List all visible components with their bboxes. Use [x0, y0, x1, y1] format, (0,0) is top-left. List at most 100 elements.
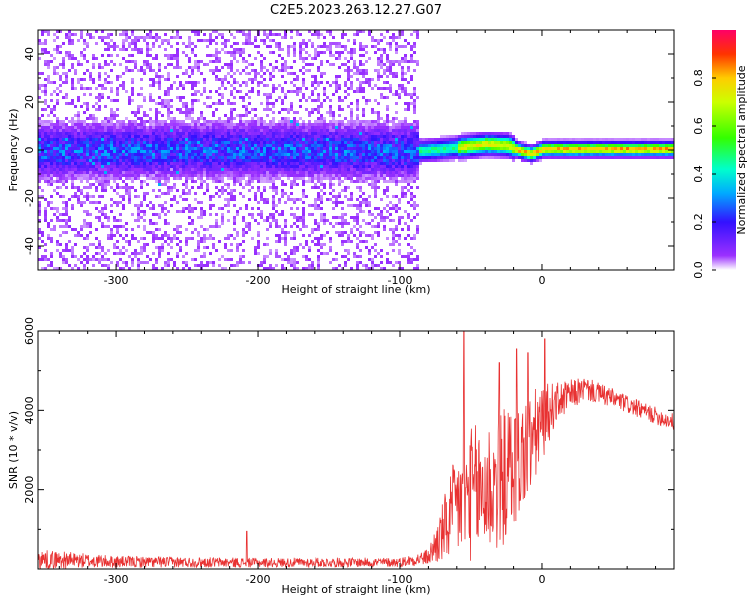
spectrogram-cell — [266, 33, 269, 36]
spectrogram-cell — [272, 180, 275, 183]
spectrogram-cell — [248, 213, 251, 216]
spectrogram-cell — [275, 177, 278, 180]
spectrogram-cell — [335, 126, 338, 129]
spectrogram-cell — [116, 150, 119, 153]
spectrogram-cell — [347, 144, 350, 147]
spectrogram-cell — [74, 132, 77, 135]
spectrogram-cell — [275, 129, 278, 132]
spectrogram-cell — [224, 237, 227, 240]
spectrogram-cell — [89, 114, 92, 117]
spectrogram-cell — [350, 75, 353, 78]
spectrogram-cell — [215, 132, 218, 135]
spectrogram-cell — [161, 246, 164, 249]
spectrogram-cell — [230, 108, 233, 111]
spectrogram-cell — [191, 30, 194, 33]
spectrogram-cell — [155, 129, 158, 132]
spectrogram-cell — [380, 255, 383, 258]
spectrogram-cell — [356, 264, 359, 267]
spectrogram-cell — [266, 45, 269, 48]
spectrogram-cell — [71, 195, 74, 198]
spectrogram-cell — [389, 66, 392, 69]
spectrogram-cell — [395, 135, 398, 138]
spectrogram-cell — [356, 261, 359, 264]
spectrogram-cell — [200, 144, 203, 147]
spectrogram-cell — [146, 60, 149, 63]
spectrogram-cell — [41, 30, 44, 33]
spectrogram-cell — [392, 63, 395, 66]
spectrogram-cell — [260, 162, 263, 165]
spectrogram-cell — [251, 165, 254, 168]
spectrogram-cell — [110, 108, 113, 111]
spectrogram-cell — [89, 183, 92, 186]
spectrogram-cell — [92, 129, 95, 132]
spectrogram-cell — [278, 150, 281, 153]
spectrogram-cell — [239, 258, 242, 261]
spectrogram-cell — [257, 189, 260, 192]
spectrogram-cell — [65, 93, 68, 96]
spectrogram-cell — [323, 213, 326, 216]
spectrogram-cell — [191, 87, 194, 90]
spectrogram-cell — [245, 174, 248, 177]
spectrogram-cell — [350, 102, 353, 105]
spectrogram-cell — [350, 114, 353, 117]
spectrogram-cell — [83, 267, 86, 270]
spectrogram-cell — [374, 147, 377, 150]
spectrogram-cell — [131, 30, 134, 33]
spectrogram-cell — [119, 174, 122, 177]
spectrogram-cell — [176, 57, 179, 60]
spectrogram-cell — [86, 69, 89, 72]
spectrogram-cell — [113, 159, 116, 162]
spectrogram-cell — [173, 66, 176, 69]
spectrogram-cell — [341, 267, 344, 270]
spectrogram-cell — [254, 252, 257, 255]
spectrogram-cell — [332, 126, 335, 129]
spectrogram-cell — [158, 255, 161, 258]
spectrogram-cell — [335, 231, 338, 234]
spectrogram-cell — [86, 237, 89, 240]
spectrogram-cell — [266, 99, 269, 102]
spectrogram-cell — [263, 42, 266, 45]
spectrogram-cell — [353, 63, 356, 66]
spectrogram-cell — [77, 96, 80, 99]
spectrogram-cell — [344, 156, 347, 159]
spectrogram-cell — [188, 108, 191, 111]
spectrogram-cell — [116, 159, 119, 162]
spectrogram-cell — [92, 156, 95, 159]
spectrogram-cell — [56, 30, 59, 33]
spectrogram-cell — [326, 138, 329, 141]
spectrogram-cell — [83, 168, 86, 171]
spectrogram-cell — [329, 126, 332, 129]
spectrogram-cell — [197, 153, 200, 156]
spectrogram-cell — [62, 162, 65, 165]
spectrogram-cell — [344, 63, 347, 66]
spectrogram-cell — [350, 171, 353, 174]
spectrogram-cell — [95, 57, 98, 60]
spectrogram-cell — [341, 207, 344, 210]
spectrogram-cell — [74, 120, 77, 123]
spectrogram-cell — [179, 66, 182, 69]
spectrogram-cell — [74, 33, 77, 36]
spectrogram-cell — [380, 147, 383, 150]
spectrogram-cell — [167, 93, 170, 96]
spectrogram-cell — [347, 105, 350, 108]
spectrogram-cell — [248, 123, 251, 126]
spectrogram-cell — [215, 102, 218, 105]
spectrogram-cell — [380, 159, 383, 162]
spectrogram-cell — [245, 222, 248, 225]
spectrogram-cell — [185, 180, 188, 183]
spectrogram-cell — [290, 207, 293, 210]
spectrogram-cell — [119, 132, 122, 135]
spectrogram-cell — [110, 90, 113, 93]
spectrogram-cell — [167, 102, 170, 105]
spectrogram-cell — [146, 132, 149, 135]
spectrogram-cell — [272, 138, 275, 141]
spectrogram-cell — [356, 153, 359, 156]
spectrogram-cell — [194, 264, 197, 267]
spectrogram-cell — [92, 126, 95, 129]
spectrogram-cell — [80, 150, 83, 153]
spectrogram-cell — [95, 186, 98, 189]
spectrogram-cell — [128, 45, 131, 48]
spectrogram-cell — [371, 159, 374, 162]
spectrogram-cell — [38, 180, 41, 183]
spectrogram-cell — [332, 141, 335, 144]
